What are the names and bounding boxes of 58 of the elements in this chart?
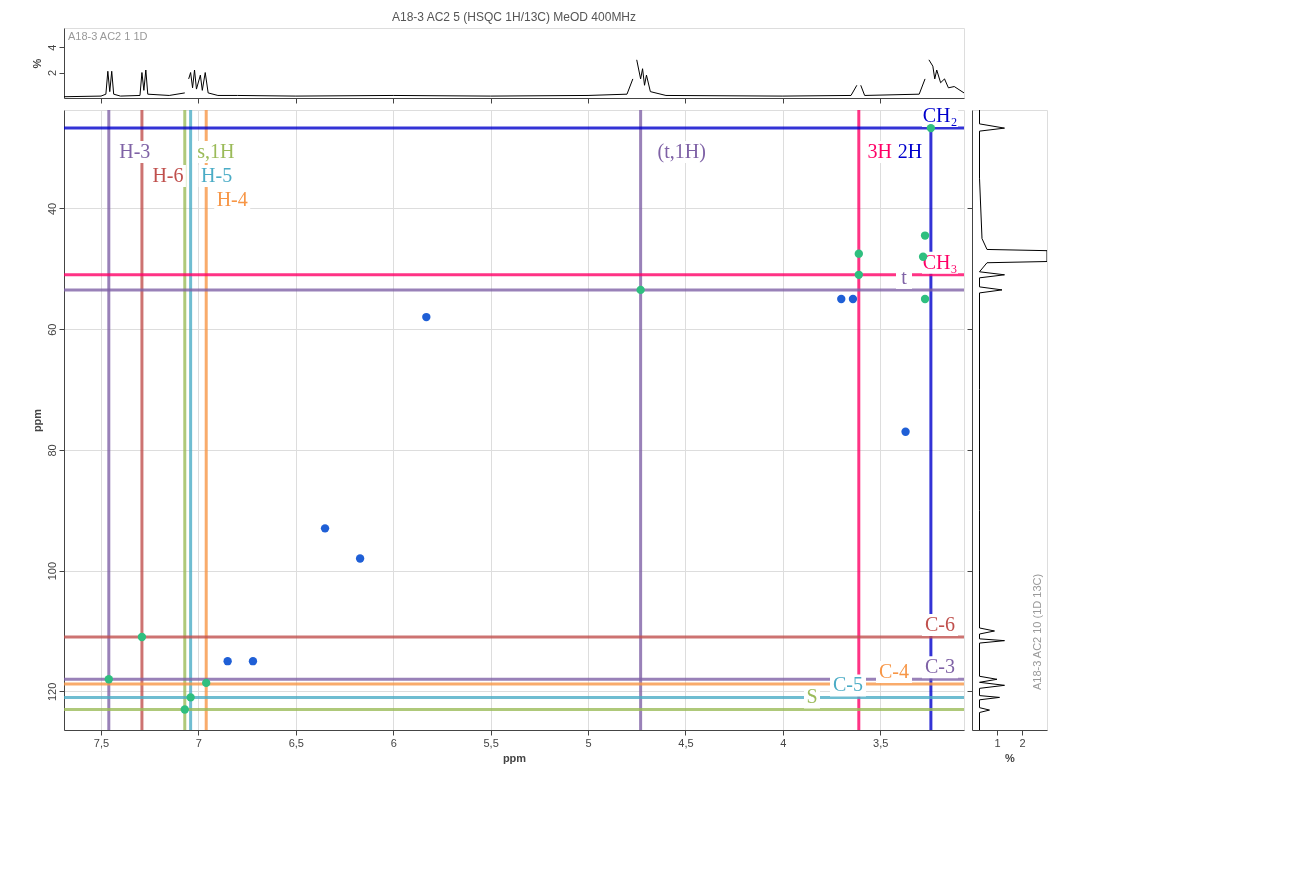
ref-line-label: s,1H bbox=[197, 140, 235, 162]
ref-line-label: C-4 bbox=[879, 660, 909, 683]
ref-line-label: C-6 bbox=[925, 613, 955, 636]
chart-title: A18-3 AC2 5 (HSQC 1H/13C) MeOD 400MHz bbox=[391, 10, 637, 24]
point bbox=[636, 285, 645, 295]
annotation: A18-3 AC2 1 1D bbox=[68, 30, 148, 42]
ref-line-label: H-6 bbox=[152, 164, 184, 186]
point bbox=[104, 675, 113, 684]
x-tick-label: 4,5 bbox=[678, 736, 694, 749]
point bbox=[223, 657, 232, 666]
y-tick-label: 100 bbox=[45, 561, 58, 581]
ref-line-label: CH₂ bbox=[922, 104, 958, 127]
ref-line-label: H-3 bbox=[119, 140, 151, 162]
ref-line-label: 2H bbox=[897, 140, 923, 162]
point bbox=[422, 312, 431, 322]
x-tick-label: 6 bbox=[390, 736, 397, 749]
y-tick-label: 2 bbox=[45, 69, 58, 77]
point bbox=[180, 705, 189, 714]
point bbox=[137, 632, 147, 642]
point bbox=[920, 231, 930, 240]
x-tick-label: 2 bbox=[1019, 736, 1026, 749]
y-axis-title: % bbox=[30, 58, 43, 69]
point bbox=[854, 270, 863, 279]
ref-line-label: t bbox=[901, 265, 908, 288]
ref-line-label: S bbox=[806, 685, 818, 708]
y-tick-label: 80 bbox=[45, 444, 58, 457]
x-tick-label: 1 bbox=[994, 736, 1001, 749]
x-axis-title: % bbox=[1005, 751, 1016, 764]
x-tick-label: 7,5 bbox=[93, 736, 110, 749]
point bbox=[901, 427, 910, 436]
ref-line-label: C-5 bbox=[833, 673, 863, 696]
point bbox=[854, 249, 863, 258]
x-tick-label: 7 bbox=[195, 736, 202, 749]
ref-line-label: (t,1H) bbox=[657, 140, 706, 163]
x-tick-label: 5,5 bbox=[483, 736, 499, 749]
y-tick-label: 40 bbox=[45, 202, 58, 216]
x-tick-label: 6,5 bbox=[288, 736, 304, 749]
point bbox=[837, 294, 846, 304]
point bbox=[186, 693, 195, 702]
x-tick-label: 3,5 bbox=[873, 736, 889, 749]
point bbox=[248, 657, 258, 666]
y-axis-title: ppm bbox=[30, 408, 43, 433]
point bbox=[202, 678, 211, 688]
point bbox=[355, 554, 365, 563]
x-tick-label: 5 bbox=[585, 736, 592, 749]
y-tick-label: 4 bbox=[45, 44, 58, 51]
ref-line-label: C-3 bbox=[925, 655, 955, 678]
ref-line-label: H-4 bbox=[216, 188, 248, 210]
ref-line-label: 3H bbox=[867, 140, 893, 162]
x-axis-title: ppm bbox=[502, 751, 527, 764]
y-tick-label: 60 bbox=[45, 323, 58, 336]
point bbox=[920, 294, 930, 304]
x-tick-label: 4 bbox=[780, 736, 787, 749]
annotation: A18-3 AC2 10 (1D 13C) bbox=[1031, 573, 1043, 690]
ref-line-label: H-5 bbox=[201, 164, 233, 186]
point bbox=[848, 294, 858, 304]
point bbox=[320, 524, 330, 533]
y-tick-label: 120 bbox=[45, 682, 58, 702]
